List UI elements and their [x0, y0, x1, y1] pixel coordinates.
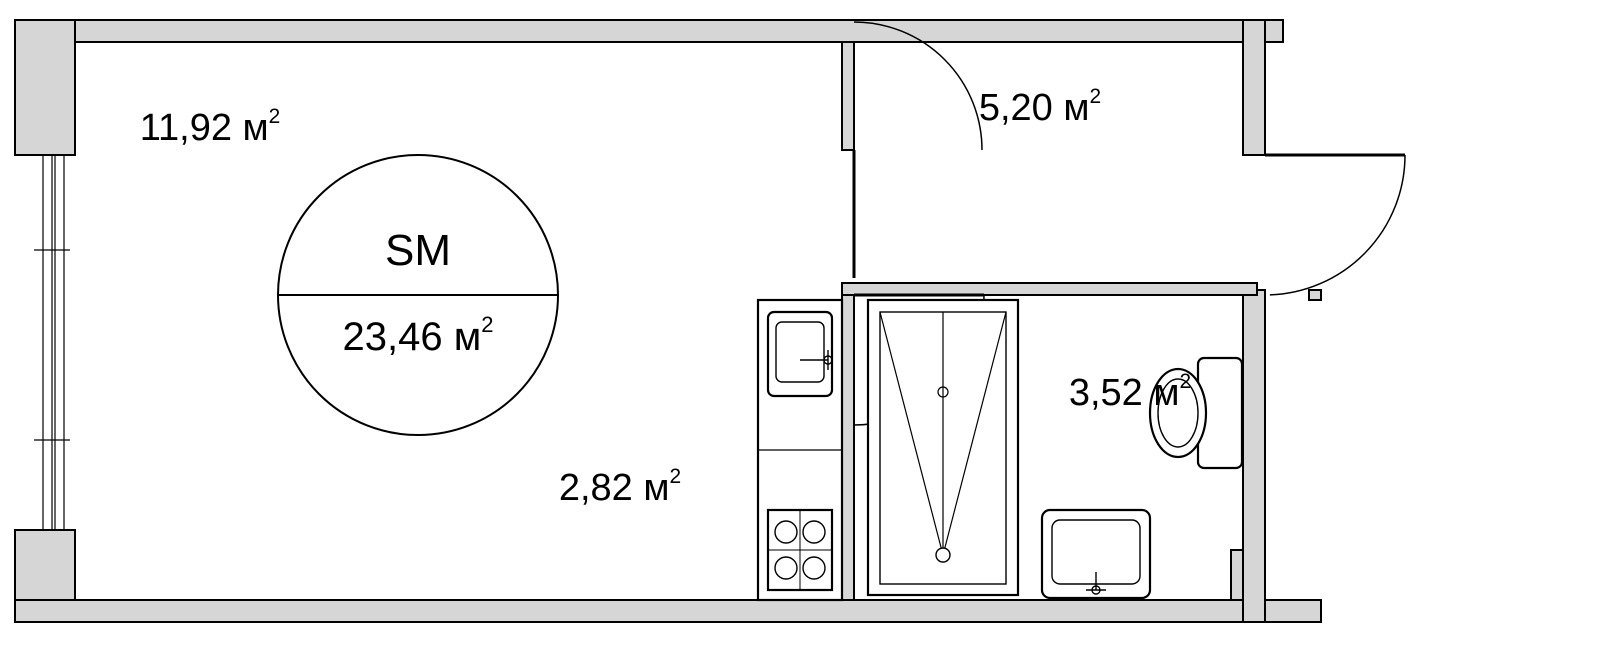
- room-area-kitchen: 2,82 м2: [559, 465, 681, 509]
- wall-outer_top_r: [1265, 20, 1283, 42]
- shower-drain-icon: [936, 548, 950, 562]
- wall-outer_right_t: [1243, 20, 1265, 155]
- wall-bath_entry_r: [1231, 550, 1243, 600]
- wall-partition_v1_bot: [842, 283, 854, 600]
- wall-outer_left: [15, 20, 75, 155]
- badge-code: SM: [385, 226, 451, 275]
- wall-entry-jamb: [1309, 290, 1321, 300]
- door-arc-entrance: [1270, 155, 1405, 295]
- badge-total-area: 23,46 м2: [343, 312, 494, 359]
- wall-partition_h: [842, 283, 1257, 295]
- window-left: [15, 155, 75, 530]
- wall-outer_bottom: [15, 600, 1265, 622]
- wall-outer_top: [15, 20, 1265, 42]
- summary-badge: SM 23,46 м2: [278, 155, 558, 435]
- room-area-living: 11,92 м2: [140, 105, 281, 149]
- room-area-bathroom: 3,52 м2: [1069, 370, 1191, 414]
- furniture: [758, 300, 1242, 600]
- wall-outer_right_b: [1243, 290, 1265, 622]
- wall-entry_bottom: [1265, 600, 1321, 622]
- wall-partition_v1_top: [842, 42, 854, 150]
- room-area-hall: 5,20 м2: [979, 85, 1101, 129]
